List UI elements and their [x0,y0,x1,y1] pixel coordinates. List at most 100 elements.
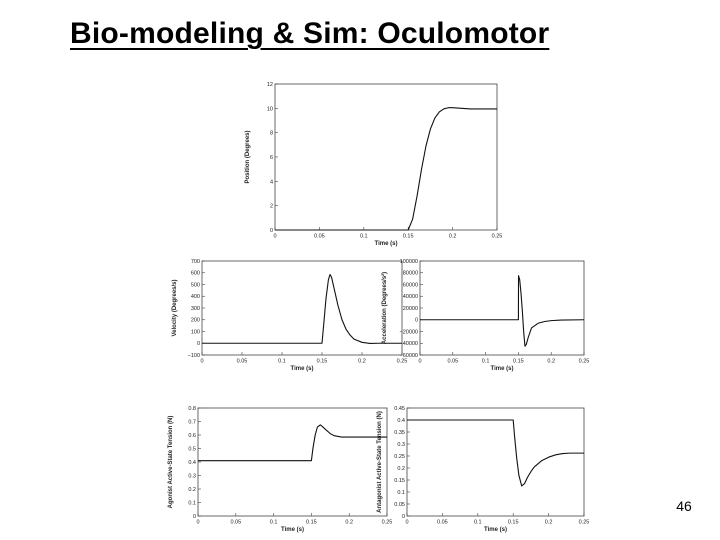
y-tick-label: 0.4 [188,460,196,466]
slide-number: 46 [676,498,692,514]
x-tick-label: 0.25 [579,520,590,526]
y-tick-label: 0.05 [394,502,405,508]
x-tick-label: 0.1 [270,520,278,526]
y-tick-label: 0.3 [188,473,196,479]
x-tick-label: 0.1 [360,234,368,240]
x-axis-label: Time (s) [281,527,304,533]
y-tick-label: 300 [191,306,200,312]
x-tick-label: 0.1 [474,520,482,526]
x-tick-label: 0.1 [278,359,286,365]
y-tick-label: 0 [197,341,200,347]
y-tick-label: 0 [270,228,273,234]
y-tick-label: 2 [270,204,273,210]
plot-frame [419,260,585,356]
y-tick-label: 12 [267,82,273,88]
y-tick-label: 0.2 [397,466,405,472]
y-tick-label: −100 [188,353,200,359]
x-tick-label: 0 [273,234,276,240]
y-tick-label: 20000 [403,306,418,312]
y-tick-label: 0.7 [188,419,196,425]
y-tick-label: −40000 [399,341,418,347]
y-axis-label: Antagonist Active-State Tension (N) [377,411,383,513]
y-tick-label: 600 [191,271,200,277]
y-tick-label: 0.1 [188,500,196,506]
x-tick-label: 0.05 [237,359,248,365]
x-tick-label: 0.25 [579,359,590,365]
y-tick-label: 0.15 [394,478,405,484]
x-tick-label: 0.2 [449,234,457,240]
y-tick-label: 0 [415,318,418,324]
x-axis-label: Time (s) [375,241,398,247]
plot-frame [201,260,403,356]
x-tick-label: 0.2 [345,520,353,526]
series-line [202,273,402,345]
y-tick-label: 0.45 [394,406,405,412]
series-line [420,275,585,347]
y-tick-label: 0.8 [188,406,196,412]
y-tick-label: 200 [191,318,200,324]
y-axis-label: Position (Degrees) [245,130,251,183]
x-axis-label: Time (s) [484,527,507,533]
y-tick-label: 0.6 [188,433,196,439]
y-tick-label: 100000 [400,259,418,265]
slide-title: Bio-modeling & Sim: Oculomotor [70,17,550,50]
plot-frame [406,407,585,517]
y-tick-label: 0 [193,514,196,520]
y-tick-label: 400 [191,294,200,300]
y-axis-label: Agonist Active-State Tension (N) [168,416,174,509]
y-tick-label: 500 [191,282,200,288]
series-line [407,419,584,487]
y-tick-label: 10 [267,106,273,112]
position-chart: 0 0.05 0.1 0.15 0.2 0.25 0 2 4 6 8 10 12 Time (s) Posi… [245,82,503,247]
series-line [275,107,497,231]
y-tick-label: 100 [191,329,200,335]
y-axis-label: Acceleration (Degrees/s²) [381,272,388,344]
y-tick-label: 0.25 [394,454,405,460]
x-tick-label: 0.15 [317,359,328,365]
y-tick-label: 0.5 [188,446,196,452]
x-tick-label: 0.2 [547,359,555,365]
x-tick-label: 0 [405,520,408,526]
x-tick-label: 0.25 [492,234,503,240]
acceleration-chart: 0 0.05 0.1 0.15 0.2 0.25−60000−40000−20000020… [381,259,590,372]
antagonist-tension-chart: 0 0.05 0.1 0.15 0.2 0.25 0 0.05 0.1 0.15 0.2 0.25 0.… [377,406,590,533]
x-tick-label: 0.05 [230,520,241,526]
y-tick-label: 0.3 [397,442,405,448]
y-tick-label: 0.1 [397,490,405,496]
x-axis-label: Time (s) [491,366,514,372]
x-tick-label: 0.25 [397,359,408,365]
x-tick-label: 0.15 [306,520,317,526]
agonist-tension-chart: 0 0.05 0.1 0.15 0.2 0.25 0 0.1 0.2 0.3 0.4 0.5 0.6 0.… [168,406,393,533]
y-tick-label: −60000 [399,353,418,359]
x-tick-label: 0.15 [508,520,519,526]
x-tick-label: 0 [196,520,199,526]
x-tick-label: 0.15 [403,234,414,240]
x-tick-label: 0.05 [314,234,325,240]
y-tick-label: 700 [191,259,200,265]
y-tick-label: 60000 [403,282,418,288]
y-tick-label: −20000 [399,329,418,335]
x-tick-label: 0.25 [382,520,393,526]
y-tick-label: 8 [270,131,273,137]
velocity-chart: 0 0.05 0.1 0.15 0.2 0.25−10001002003004005006… [172,259,408,372]
plot-frame [197,407,388,517]
series-line [198,424,387,462]
x-tick-label: 0.2 [545,520,553,526]
x-tick-label: 0.1 [482,359,490,365]
y-axis-label: Velocity (Degrees/s) [172,279,178,336]
y-tick-label: 4 [270,179,273,185]
x-tick-label: 0 [200,359,203,365]
y-tick-label: 80000 [403,271,418,277]
y-tick-label: 0 [402,514,405,520]
y-tick-label: 0.4 [397,418,405,424]
x-tick-label: 0.15 [513,359,524,365]
x-tick-label: 0.05 [447,359,458,365]
plot-frame [274,83,498,231]
y-tick-label: 40000 [403,294,418,300]
y-tick-label: 0.2 [188,487,196,493]
x-tick-label: 0.2 [358,359,366,365]
x-tick-label: 0.05 [437,520,448,526]
x-axis-label: Time (s) [291,366,314,372]
y-tick-label: 0.35 [394,430,405,436]
y-tick-label: 6 [270,155,273,161]
